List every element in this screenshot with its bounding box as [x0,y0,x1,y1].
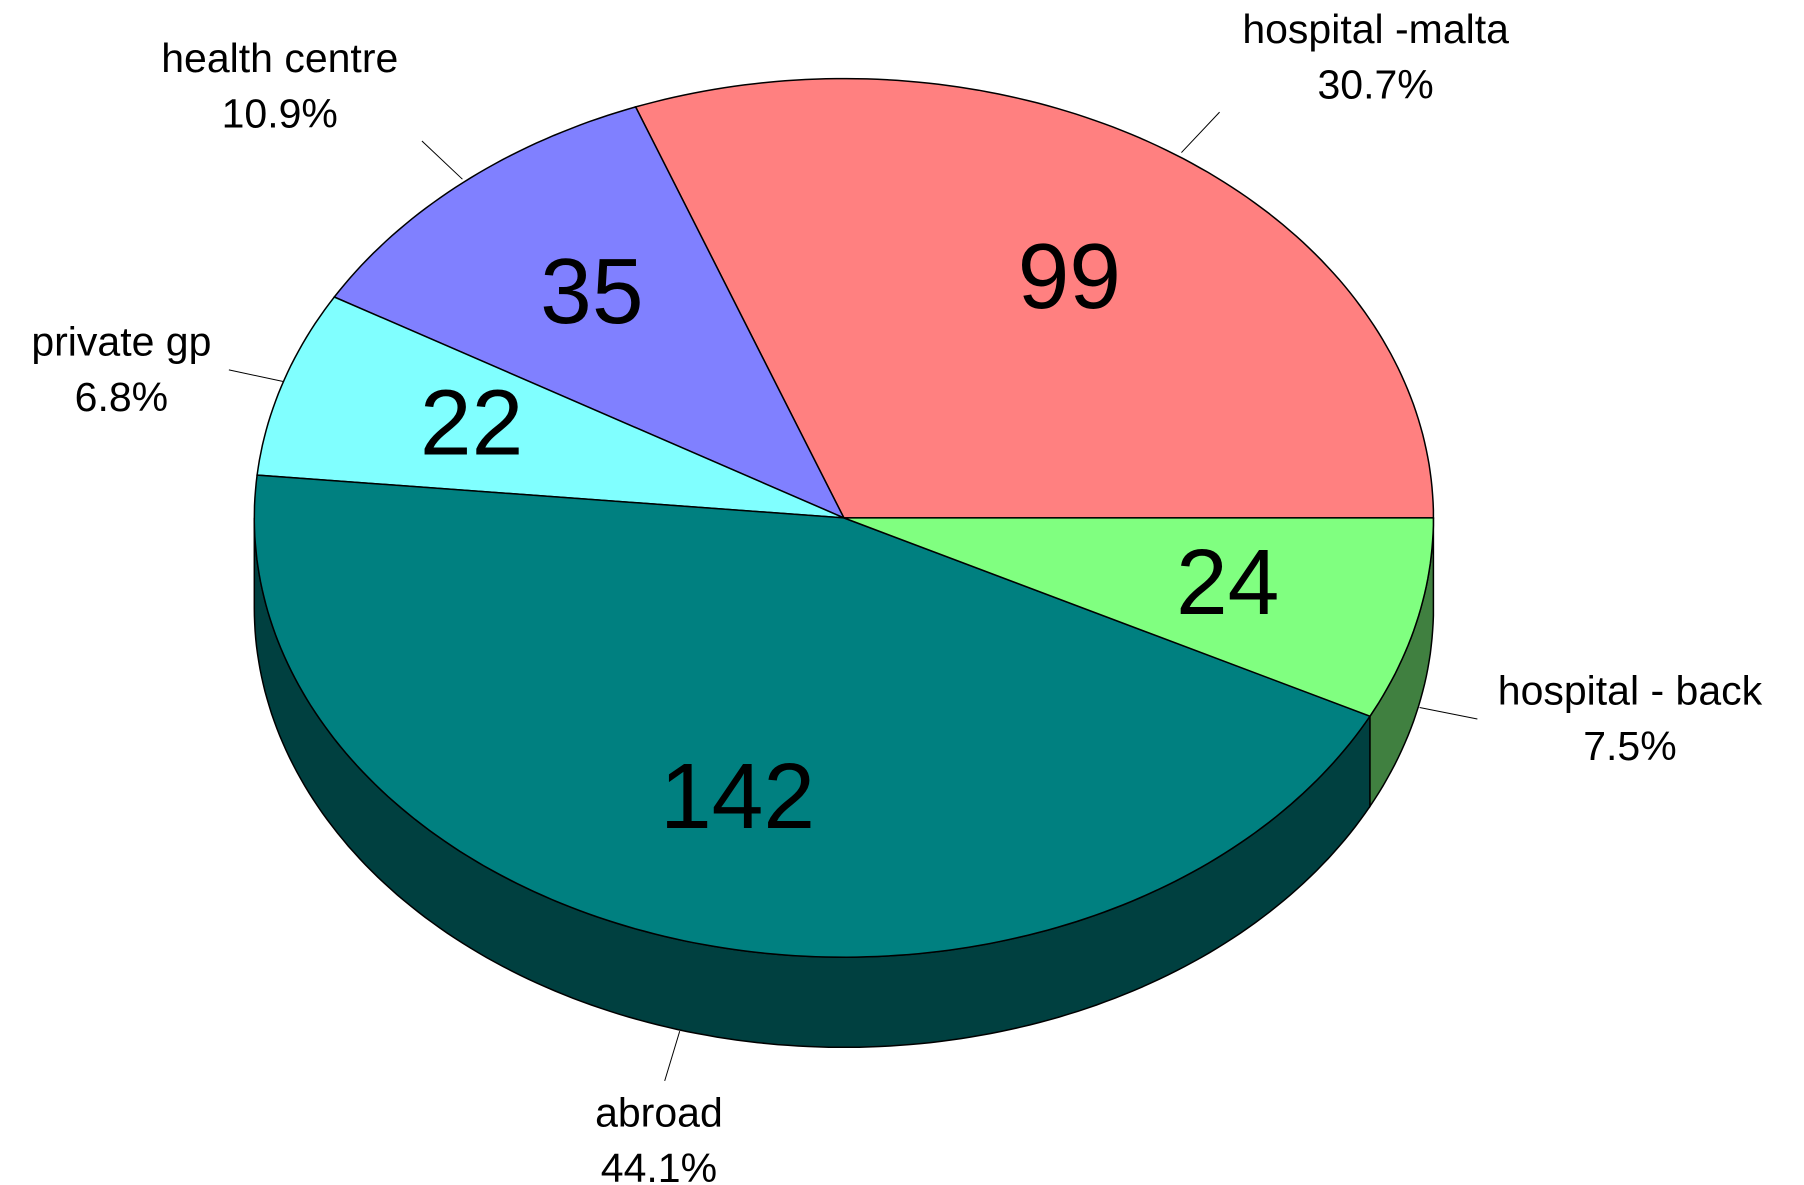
data-label: 35 [540,239,643,343]
category-label: hospital - back [1498,667,1763,713]
pie-slice [253,474,1372,958]
percent-label: 7.5% [1583,723,1676,769]
pie-slice [843,517,1435,718]
leader-line [228,369,284,382]
data-label: 99 [1018,224,1121,328]
leader-line [1181,111,1220,153]
data-label: 142 [660,744,815,848]
category-label: abroad [595,1089,723,1135]
category-label: health centre [161,35,398,81]
leader-line [664,1031,681,1082]
data-label: 22 [420,371,523,475]
leader-line [1419,706,1478,720]
percent-label: 30.7% [1318,62,1434,108]
pie-slice [634,77,1435,519]
category-label: hospital -malta [1242,6,1509,52]
percent-label: 10.9% [222,91,338,137]
leader-line [421,140,463,180]
pie-slice [256,296,845,519]
data-label: 24 [1176,530,1279,634]
category-label: private gp [31,318,211,364]
percent-label: 44.1% [601,1145,717,1185]
pie-slice [333,106,846,520]
percent-label: 6.8% [75,374,168,420]
